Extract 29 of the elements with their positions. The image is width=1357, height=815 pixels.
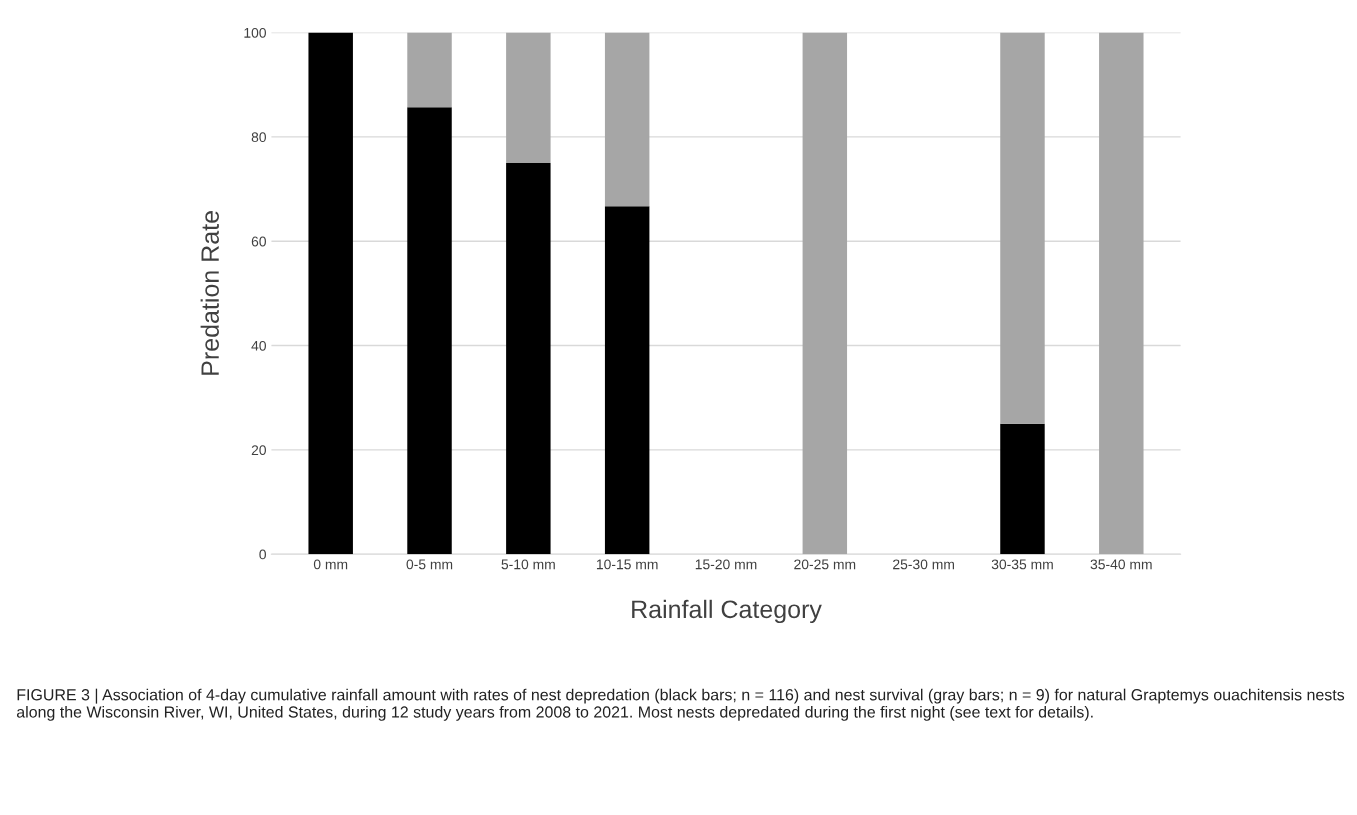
y-tick-label: 0	[259, 549, 266, 560]
y-tick-label: 60	[251, 236, 266, 247]
x-tick-label: 30-35 mm	[991, 559, 1053, 570]
x-tick-label: 35-40 mm	[1090, 559, 1152, 570]
x-tick-label: 0-5 mm	[406, 559, 453, 570]
x-tick-label: 5-10 mm	[501, 559, 555, 570]
bar	[506, 32, 551, 163]
y-tick-label: 40	[251, 340, 266, 351]
x-tick-label: 25-30 mm	[893, 559, 954, 570]
bar	[604, 32, 650, 207]
bar	[308, 32, 353, 555]
y-tick-label: 20	[251, 445, 266, 456]
bar	[1000, 423, 1045, 555]
bar	[506, 163, 551, 555]
x-tick-label: 10-15 mm	[596, 559, 658, 570]
bar	[604, 206, 650, 555]
bar	[407, 107, 452, 555]
bar	[802, 32, 848, 555]
y-tick-label: 80	[251, 132, 266, 143]
x-tick-label: 15-20 mm	[695, 559, 757, 570]
caption: FIGURE 3 | Association of 4-day cumulative rainfall amount with rates of nest depredation (black bars; n = 116) and nest survival (gray bars; n = 9) for natural Graptemys ouachitensis nests along the Wisconsin River, WI, United States, during 12 study years from 2008 to 2021. Most nests depredated during the first night (see text for details).	[16, 688, 1345, 721]
x-tick-label: 20-25 mm	[794, 559, 856, 570]
bar	[1099, 32, 1144, 555]
bar	[407, 32, 452, 108]
y-axis-title: Predation Rate	[200, 211, 219, 375]
x-axis-title: Rainfall Category	[632, 599, 822, 624]
x-tick-label: 0 mm	[313, 559, 348, 570]
bar	[1000, 32, 1045, 424]
y-tick-label: 100	[244, 27, 266, 38]
